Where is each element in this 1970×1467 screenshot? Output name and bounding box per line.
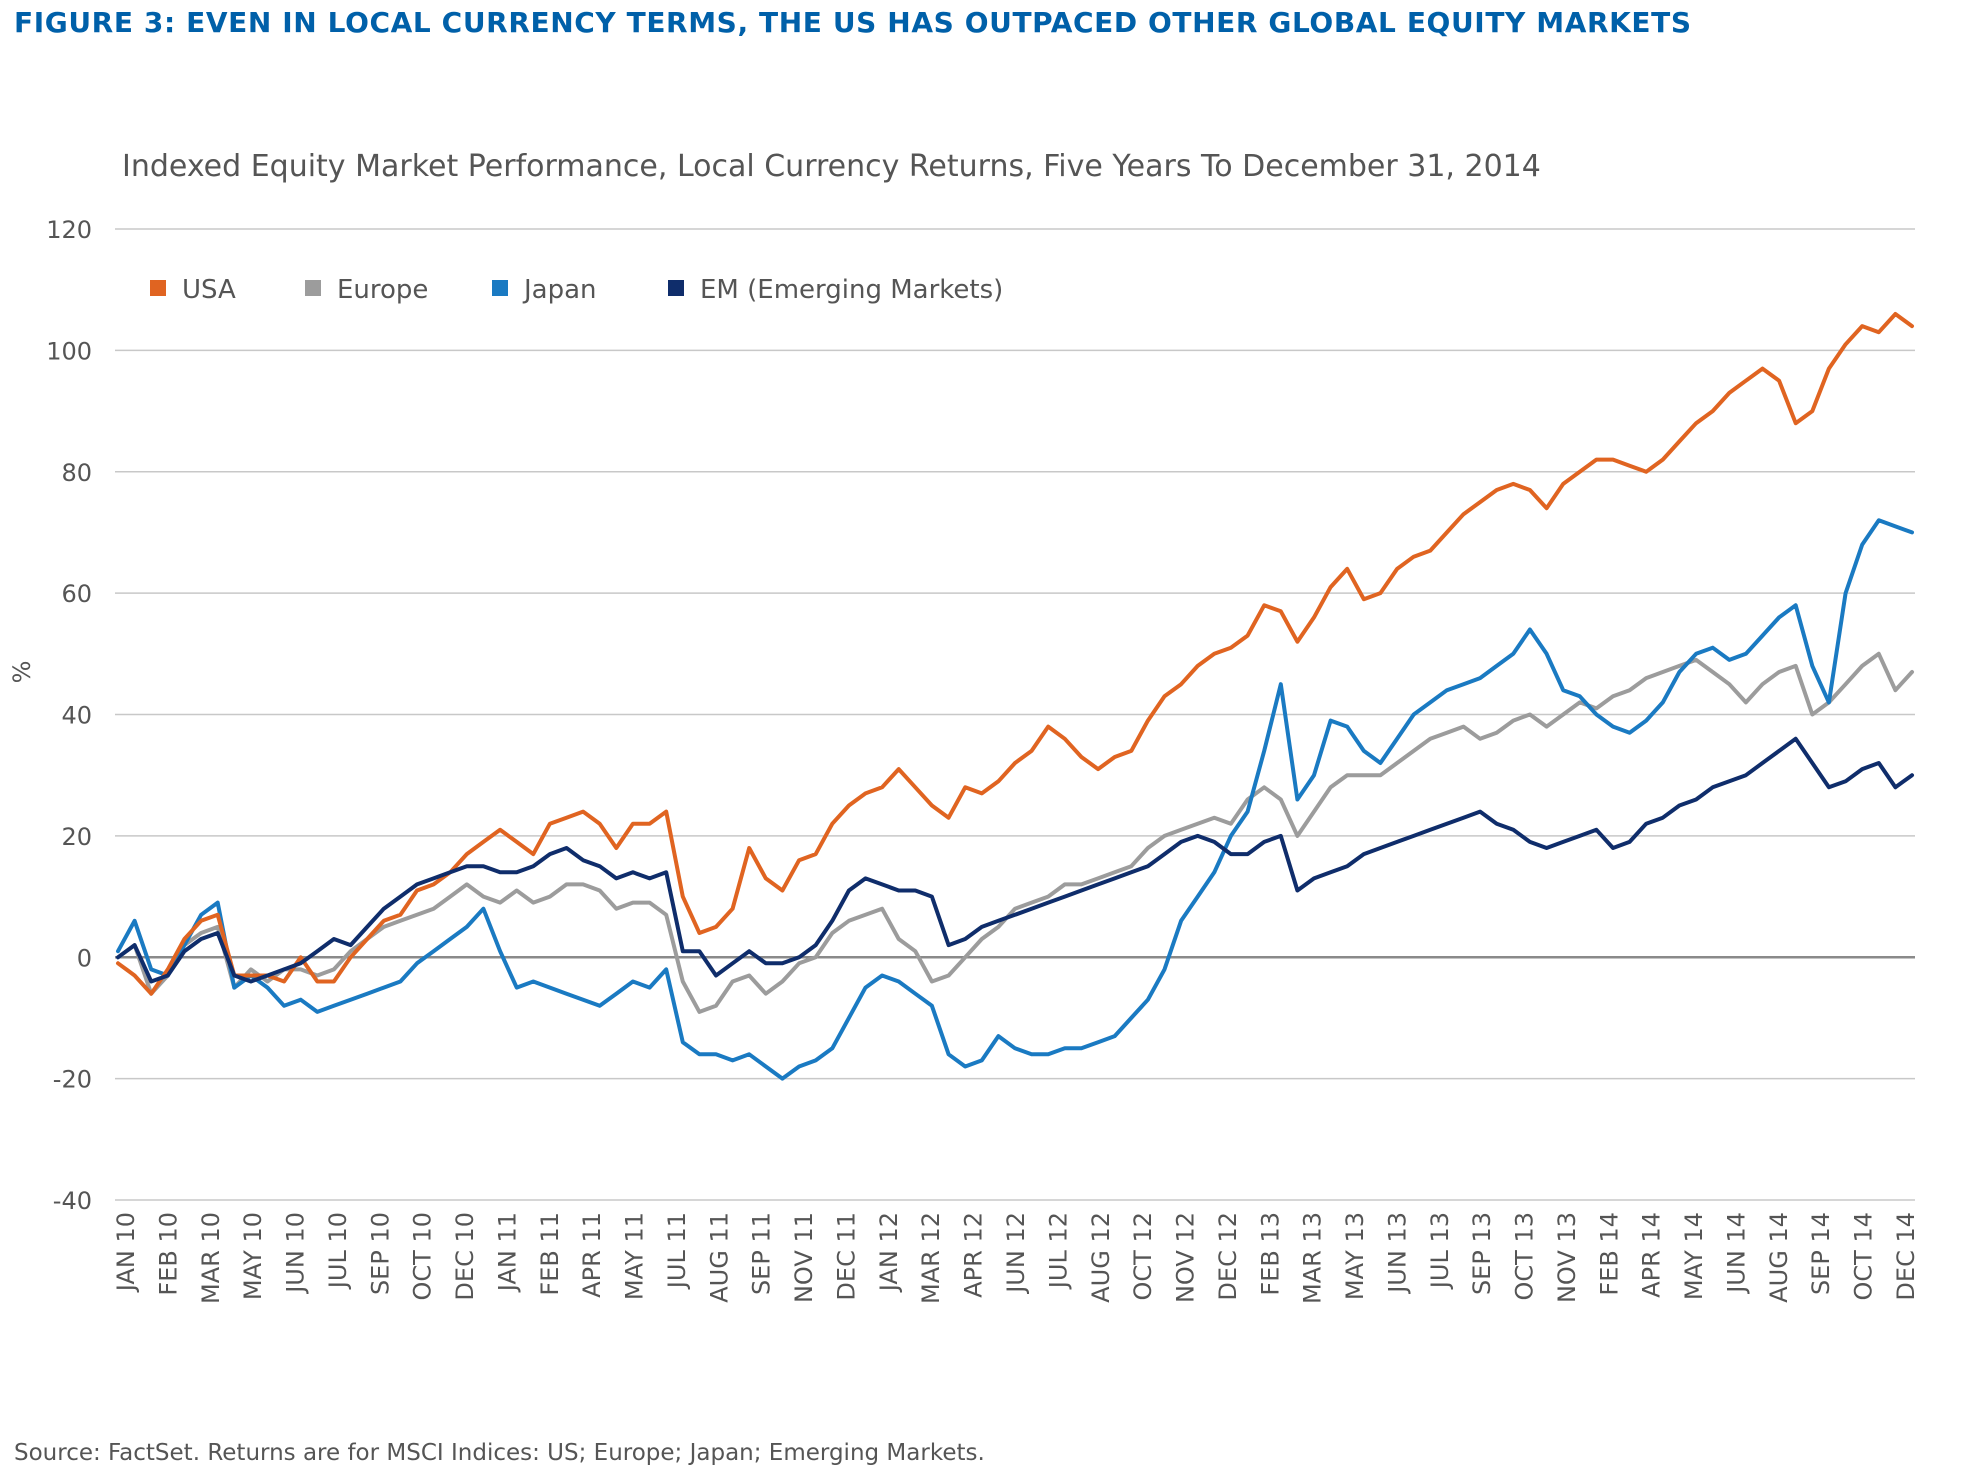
x-tick-label: JUL 10 — [324, 1212, 352, 1290]
y-axis-label: % — [8, 661, 36, 684]
legend-label: Europe — [337, 275, 428, 305]
x-tick-label: APR 11 — [578, 1212, 606, 1298]
legend: USA Europe Japan EM (Emerging Markets) — [150, 275, 1003, 305]
x-tick-label: JAN 10 — [112, 1212, 140, 1293]
x-tick-label: FEB 10 — [154, 1212, 182, 1296]
legend-item: USA — [150, 275, 236, 305]
figure-title: FIGURE 3: EVEN IN LOCAL CURRENCY TERMS, … — [14, 6, 1692, 39]
legend-item: Europe — [305, 275, 428, 305]
x-tick-label: JUL 12 — [1044, 1212, 1072, 1290]
x-tick-label: OCT 13 — [1511, 1212, 1539, 1300]
x-tick-label: MAR 13 — [1299, 1212, 1327, 1304]
legend-swatch — [492, 280, 508, 296]
y-tick-label: 100 — [46, 337, 92, 365]
chart-title: Indexed Equity Market Performance, Local… — [122, 149, 1541, 184]
legend-item: EM (Emerging Markets) — [668, 275, 1003, 305]
x-tick-label: DEC 11 — [832, 1212, 860, 1301]
x-tick-label: SEP 11 — [748, 1212, 776, 1295]
y-tick-label: -20 — [53, 1066, 92, 1094]
x-tick-label: NOV 13 — [1553, 1212, 1581, 1303]
x-tick-label: MAY 14 — [1680, 1212, 1708, 1300]
x-tick-label: AUG 11 — [705, 1212, 733, 1303]
legend-label: Japan — [522, 275, 597, 305]
y-tick-label: 80 — [61, 459, 92, 487]
x-tick-label: JUL 11 — [663, 1212, 691, 1290]
x-tick-label: FEB 14 — [1595, 1212, 1623, 1296]
x-tick-label: OCT 12 — [1129, 1212, 1157, 1300]
gridlines — [115, 228, 1915, 1201]
y-tick-label: -40 — [53, 1187, 92, 1215]
legend-label: EM (Emerging Markets) — [700, 275, 1003, 305]
y-tick-label: 60 — [61, 580, 92, 608]
x-tick-label: DEC 14 — [1892, 1212, 1920, 1301]
x-tick-label: JUN 13 — [1383, 1212, 1411, 1295]
legend-item: Japan — [492, 275, 597, 305]
x-tick-label: SEP 14 — [1807, 1212, 1835, 1295]
x-axis-ticks: JAN 10 FEB 10 MAR 10 MAY 10 JUN 10 JUL 10 SEP … — [112, 1212, 1920, 1304]
legend-swatch — [305, 280, 321, 296]
x-tick-label: FEB 11 — [536, 1212, 564, 1296]
x-tick-label: AUG 14 — [1765, 1212, 1793, 1303]
legend-label: USA — [182, 275, 236, 305]
x-tick-label: JUN 12 — [1002, 1212, 1030, 1295]
x-tick-label: JUN 14 — [1722, 1212, 1750, 1295]
x-tick-label: JUN 10 — [282, 1212, 310, 1295]
y-tick-label: 20 — [61, 823, 92, 851]
x-tick-label: SEP 13 — [1468, 1212, 1496, 1295]
y-tick-label: 40 — [61, 702, 92, 730]
series-lines — [116, 312, 1914, 1081]
x-tick-label: MAR 10 — [197, 1212, 225, 1304]
y-axis-ticks: 120 100 80 60 40 20 0 -20 -40 — [46, 216, 92, 1215]
series-line-europe — [116, 651, 1914, 1014]
x-tick-label: MAY 10 — [239, 1212, 267, 1300]
x-tick-label: JAN 11 — [493, 1212, 521, 1293]
x-tick-label: DEC 12 — [1214, 1212, 1242, 1301]
series-line-japan — [116, 518, 1914, 1081]
x-tick-label: DEC 10 — [451, 1212, 479, 1301]
x-tick-label: FEB 13 — [1256, 1212, 1284, 1296]
x-tick-label: JUL 13 — [1426, 1212, 1454, 1290]
legend-swatch — [150, 280, 166, 296]
x-tick-label: MAY 11 — [621, 1212, 649, 1300]
y-tick-label: 0 — [77, 944, 92, 972]
x-tick-label: OCT 14 — [1850, 1212, 1878, 1300]
y-tick-label: 120 — [46, 216, 92, 244]
x-tick-label: APR 12 — [960, 1212, 988, 1298]
x-tick-label: NOV 12 — [1172, 1212, 1200, 1303]
series-line-em — [116, 736, 1914, 984]
x-tick-label: AUG 12 — [1087, 1212, 1115, 1303]
legend-swatch — [668, 280, 684, 296]
x-tick-label: MAR 12 — [917, 1212, 945, 1304]
x-tick-label: NOV 11 — [790, 1212, 818, 1303]
x-tick-label: OCT 10 — [409, 1212, 437, 1300]
x-tick-label: SEP 10 — [366, 1212, 394, 1295]
source-note: Source: FactSet. Returns are for MSCI In… — [14, 1440, 985, 1466]
series-line-usa — [116, 312, 1914, 996]
x-tick-label: APR 14 — [1638, 1212, 1666, 1298]
x-tick-label: JAN 12 — [875, 1212, 903, 1293]
x-tick-label: MAY 13 — [1341, 1212, 1369, 1300]
